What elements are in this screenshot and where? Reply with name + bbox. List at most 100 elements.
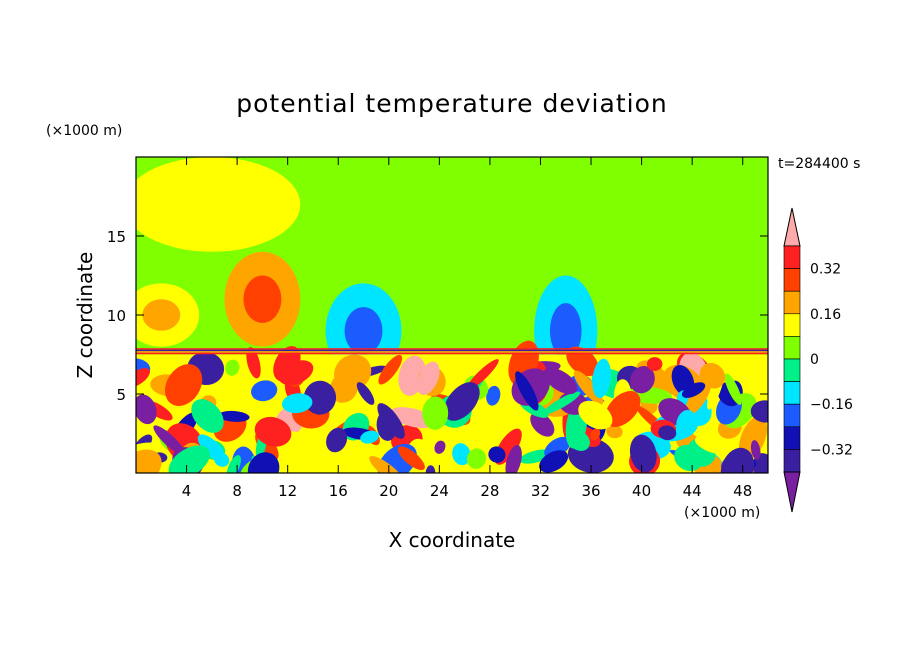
turbulence-blob [488,446,506,463]
turbulence-blob [434,440,446,454]
colorbar-bin [783,449,801,473]
colorbar-bin [783,290,801,315]
turbulence-blob [530,412,555,437]
colorbar-tick-label: 0.16 [810,307,841,323]
x-tick-label: 24 [430,482,449,500]
x-tick-label: 8 [232,482,242,500]
turbulence-blob [676,409,697,436]
turbulence-blob [694,436,726,454]
colorbar-bin [783,336,801,360]
colorbar-bin [783,268,801,292]
colorbar-bin [783,358,801,382]
turbulence-blob [685,378,712,416]
turbulence-blob [720,447,755,473]
inversion-band [136,348,768,350]
turbulence-blob [543,391,581,415]
turbulence-blob [724,373,742,405]
turbulence-blob [592,358,611,399]
turbulence-blob [606,425,623,439]
y-tick-label: 10 [107,307,126,325]
colorbar-extend-min [783,471,801,513]
turbulence-blob [750,440,761,460]
turbulence-blob [605,391,641,428]
turbulence-blob [699,362,726,389]
turbulence-blob [397,446,425,471]
turbulence-blob [360,430,379,444]
turbulence-blob [573,370,604,405]
x-tick-label: 36 [581,482,600,500]
x-tick-label: 20 [379,482,398,500]
y-unit-label: (×1000 m) [46,123,122,139]
turbulence-blob [251,380,278,402]
turbulence-blob [378,354,403,385]
turbulence-blob [658,425,677,441]
inversion-band [136,351,768,353]
turbulence-blob [246,347,261,379]
turbulence-blob [630,366,655,394]
y-axis-label: Z coordinate [73,252,97,379]
turbulence-blob [326,427,348,453]
turbulence-blob [191,399,224,433]
colorbar-bin [783,381,801,405]
time-label: t=284400 s [778,156,860,172]
turbulence-blob [750,400,768,423]
turbulence-blob [674,444,703,472]
turbulence-blob [629,434,657,473]
turbulence-blob [356,382,375,405]
turbulence-blob [422,396,449,430]
colorbar-tick-label: −0.16 [810,397,853,413]
turbulence-blob [466,448,487,469]
colorbar-tick-label: −0.32 [810,442,853,458]
x-axis-label: X coordinate [389,528,516,552]
turbulence-blob [444,382,480,421]
contour-feature-core [549,303,582,359]
turbulence-blob [247,452,280,473]
turbulence-blob [168,445,210,473]
turbulence-blob [416,361,440,396]
turbulence-blob [334,354,372,391]
turbulence-blob [681,382,706,398]
turbulence-blob [505,445,522,473]
turbulence-blob [254,416,292,447]
turbulence-blob [468,415,495,439]
turbulence-blob [539,450,569,473]
contour-feature-core [142,299,181,331]
turbulence-blob [568,430,590,451]
contour-region [136,157,301,252]
y-tick-label: 5 [116,386,126,404]
colorbar-tick-label: 0.32 [810,262,841,278]
colorbar-bin [783,245,801,269]
inversion-band [136,349,768,352]
turbulence-blob [369,455,405,473]
inversion-band [136,352,768,355]
turbulence-blob [303,380,337,415]
x-tick-label: 32 [531,482,550,500]
turbulence-blob [136,449,162,473]
x-tick-label: 44 [683,482,702,500]
colorbar-bin [783,403,801,428]
x-tick-label: 4 [182,482,192,500]
turbulence-blob [515,371,539,411]
turbulence-blob [281,393,313,414]
turbulence-blob [225,359,240,376]
x-tick-label: 48 [733,482,752,500]
colorbar: −0.32 −0.16 0 0.16 0.32 [783,207,853,513]
turbulence-blob [164,364,203,407]
turbulence-blob [273,346,301,382]
colorbar-bin [783,426,801,450]
contour-feature-core [344,307,383,355]
x-unit-label: (×1000 m) [684,505,760,521]
turbulence-blob [578,400,613,430]
turbulence-blob [486,385,501,406]
chart-title: potential temperature deviation [236,89,667,118]
turbulence-blob [136,442,158,454]
turbulence-blob [590,428,601,441]
turbulence-blob [377,403,405,439]
turbulence-blob [213,452,230,467]
colorbar-tick-label: 0 [810,352,819,368]
turbulence-blob [646,357,663,371]
y-tick-label: 15 [107,228,126,246]
turbulence-blob [752,453,768,473]
